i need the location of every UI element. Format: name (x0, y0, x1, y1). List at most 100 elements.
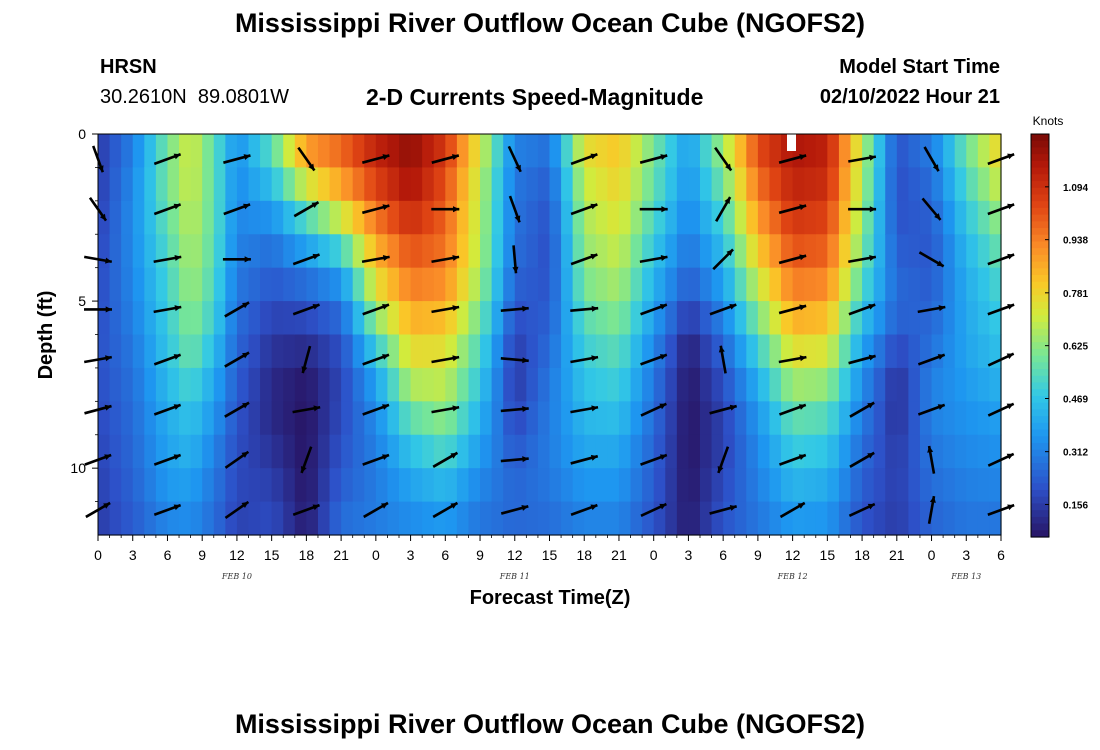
heatmap-cell (977, 501, 991, 536)
heatmap-cell (433, 468, 446, 503)
heatmap-cell (954, 468, 967, 503)
heatmap-cell (271, 501, 284, 536)
heatmap-cell (850, 234, 863, 269)
current-vector (848, 254, 877, 264)
heatmap-cell (688, 367, 701, 402)
heatmap-cell (665, 334, 678, 369)
heatmap-cell (167, 468, 180, 503)
current-vector (153, 203, 182, 216)
heatmap-cell (734, 434, 747, 469)
heatmap-cell (167, 234, 180, 269)
heatmap-cell (352, 367, 365, 402)
current-vector (363, 501, 389, 519)
heatmap-cell (341, 301, 354, 336)
heatmap-cell (862, 501, 875, 536)
y-tick-label: 0 (78, 126, 86, 142)
heatmap-cell (618, 334, 632, 369)
heatmap-cell (422, 234, 435, 269)
heatmap-cell (260, 401, 273, 436)
x-tick-label: 9 (476, 547, 484, 563)
heatmap-cell (260, 167, 273, 202)
heatmap-cell (572, 468, 585, 503)
heatmap-cell (700, 434, 713, 469)
x-tick-label: 6 (997, 547, 1005, 563)
current-vector (431, 305, 460, 314)
heatmap-cell (827, 401, 840, 436)
heatmap-cell (711, 267, 724, 302)
heatmap-cell (873, 200, 886, 235)
heatmap-cell (862, 267, 875, 302)
heatmap-cell (248, 234, 261, 269)
heatmap-cell (630, 167, 643, 202)
current-vector (361, 204, 390, 215)
heatmap-cell (422, 434, 435, 469)
colorbar-swatch (1031, 382, 1049, 390)
heatmap-cell (827, 367, 840, 402)
heatmap-cell (236, 267, 250, 302)
heatmap-cell (456, 267, 470, 302)
heatmap-cell (954, 234, 967, 269)
heatmap-cell (954, 167, 967, 202)
heatmap-cell (352, 234, 365, 269)
heatmap-cell (410, 334, 423, 369)
heatmap-cell (931, 167, 944, 202)
current-vector (778, 254, 807, 265)
heatmap-cell (700, 167, 713, 202)
heatmap-cell (630, 267, 643, 302)
heatmap-cell (584, 367, 597, 402)
colorbar-swatch (1031, 207, 1049, 216)
heatmap-cell (618, 267, 632, 302)
heatmap-cell (422, 468, 435, 503)
heatmap-cell (98, 134, 111, 169)
heatmap-cell (202, 234, 215, 269)
heatmap-cell (341, 468, 354, 503)
heatmap-cell (700, 267, 713, 302)
heatmap-cell (804, 501, 817, 536)
heatmap-cell (908, 401, 921, 436)
colorbar-swatch (1031, 167, 1049, 175)
heatmap-cell (665, 501, 678, 536)
day-label: FEB 10 (221, 572, 252, 581)
heatmap-cell (954, 401, 967, 436)
heatmap-cell (896, 367, 909, 402)
heatmap-cell (757, 267, 771, 302)
heatmap-cell (977, 301, 991, 336)
heatmap-cell (375, 468, 389, 503)
y-axis-label: Depth (ft) (35, 291, 57, 380)
heatmap-cell (653, 501, 666, 536)
heatmap-cell (468, 434, 481, 469)
heatmap-cell (561, 234, 574, 269)
heatmap-cell (688, 234, 701, 269)
heatmap-cell (549, 134, 562, 169)
heatmap-cell (769, 267, 782, 302)
current-vectors (83, 145, 1015, 524)
heatmap-cell (364, 501, 377, 536)
heatmap-cell (121, 334, 134, 369)
heatmap-cell (804, 134, 817, 169)
heatmap-cell (213, 234, 226, 269)
current-vector (508, 195, 521, 223)
heatmap-cell (977, 234, 991, 269)
current-vector (512, 245, 519, 274)
current-vector (918, 251, 945, 268)
heatmap-cell (665, 167, 678, 202)
heatmap-cell (248, 301, 261, 336)
heatmap-cell (630, 134, 643, 169)
heatmap-cell (260, 501, 273, 536)
heatmap-cell (179, 401, 192, 436)
heatmap-cell (410, 200, 423, 235)
heatmap-cell (433, 267, 446, 302)
heatmap-cell (468, 200, 481, 235)
heatmap-cell (317, 367, 331, 402)
colorbar-swatch (1031, 268, 1049, 276)
heatmap-cell (827, 434, 840, 469)
heatmap-cell (618, 367, 632, 402)
heatmap-cell (526, 234, 539, 269)
colorbar-swatch (1031, 516, 1049, 525)
heatmap-cell (294, 267, 307, 302)
heatmap-cell (954, 134, 967, 169)
heatmap-cell (144, 167, 157, 202)
heatmap-cell (630, 301, 643, 336)
heatmap-cell (804, 301, 817, 336)
x-tick-label: 21 (333, 547, 349, 563)
